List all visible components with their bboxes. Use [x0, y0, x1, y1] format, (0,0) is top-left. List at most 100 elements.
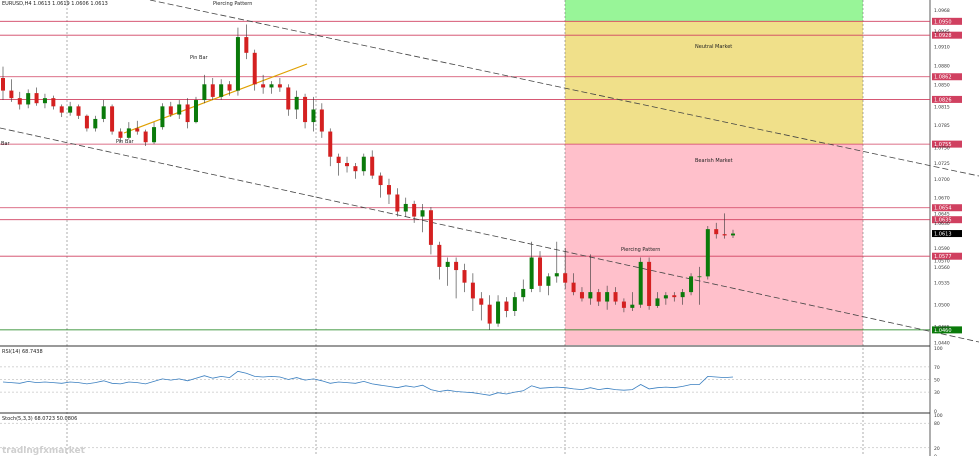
rsi-pane: 100 70 50 30 0	[0, 346, 943, 415]
candle-body-6	[51, 98, 56, 107]
candles	[1, 24, 735, 330]
candle-body-47	[395, 194, 400, 212]
candle-body-26	[219, 84, 224, 97]
rsi-tick-1: 70	[934, 365, 940, 371]
watermark: tradingfxmarket	[2, 446, 85, 456]
rsi-tick-2: 50	[934, 378, 940, 384]
price-tick-14: 1.0590	[934, 246, 950, 252]
candle-body-4	[34, 93, 39, 104]
piercing-pattern-bottom-label: Piercing Pattern	[621, 247, 661, 253]
candle-body-20	[168, 106, 173, 115]
candle-body-44	[370, 156, 375, 176]
candle-body-10	[84, 115, 89, 129]
piercing-pattern-top-label: Piercing Pattern	[213, 1, 253, 7]
price-tick-0: 1.0968	[934, 8, 950, 14]
level-tag-2	[932, 73, 962, 81]
level-tag-4	[932, 140, 962, 148]
level-tag-6	[932, 216, 962, 224]
candle-body-49	[412, 203, 417, 217]
price-tick-1: 1.0935	[934, 29, 950, 35]
candle-body-61	[512, 297, 517, 311]
candle-body-54	[454, 261, 459, 271]
candle-body-84	[705, 229, 710, 277]
candle-body-38	[319, 109, 324, 132]
candle-body-65	[546, 276, 551, 286]
candle-body-46	[386, 185, 391, 195]
neutral-zone	[565, 21, 863, 145]
candle-body-52	[437, 244, 442, 267]
candle-body-2	[17, 98, 22, 105]
price-tick-6: 1.0785	[934, 123, 950, 129]
level-tag-8	[932, 326, 962, 334]
candle-body-0	[1, 78, 5, 91]
price-tick-2: 1.0910	[934, 45, 950, 51]
candle-body-19	[160, 106, 165, 128]
pin-bar-left-label: Bar	[1, 141, 10, 147]
rsi-tick-4: 0	[934, 409, 937, 415]
price-tick-15: 1.0570	[934, 259, 950, 265]
candle-body-87	[731, 233, 735, 236]
candle-body-55	[462, 270, 467, 283]
bullish-zone	[565, 0, 863, 22]
candle-body-81	[680, 292, 685, 298]
candle-body-8	[68, 106, 73, 113]
candle-body-85	[714, 229, 719, 235]
support-line	[123, 63, 308, 134]
candle-body-72	[605, 292, 610, 302]
stoch-tick-0: 100	[934, 413, 943, 419]
rsi-title: RSI(14) 68.7438	[2, 349, 43, 355]
level-tag-text-0: 1.0950	[934, 19, 952, 25]
candle-body-31	[261, 84, 266, 88]
candle-body-69	[579, 292, 584, 299]
level-tag-text-7: 1.0577	[934, 254, 952, 260]
candle-body-83	[697, 276, 702, 278]
stoch-tick-1: 80	[934, 421, 940, 427]
candle-body-3	[26, 93, 31, 105]
candle-body-56	[470, 282, 475, 299]
pin-bar-bottom-label: Pin Bar	[116, 139, 134, 145]
level-tag-text-6: 1.0635	[934, 218, 952, 224]
price-tick-3: 1.0880	[934, 63, 950, 69]
level-tag-text-2: 1.0862	[934, 75, 952, 81]
candle-body-41	[345, 163, 350, 167]
candle-body-86	[722, 234, 727, 236]
candle-body-59	[496, 301, 501, 324]
price-tick-7: 1.0750	[934, 145, 950, 151]
candle-body-58	[487, 304, 492, 324]
price-tick-10: 1.0670	[934, 196, 950, 202]
level-tag-text-1: 1.0928	[934, 33, 952, 39]
price-tick-8: 1.0725	[934, 161, 950, 167]
level-tag-3	[932, 95, 962, 103]
candle-body-80	[672, 295, 677, 298]
candle-body-53	[445, 261, 450, 267]
candle-body-24	[202, 84, 207, 101]
stochastic-pane: 100 80 20 0	[0, 413, 943, 456]
candle-body-66	[554, 273, 559, 277]
bearish-zone	[565, 144, 863, 345]
price-tick-9: 1.0700	[934, 177, 950, 183]
candle-body-73	[613, 292, 618, 302]
price-tick-20: 1.0440	[934, 340, 950, 346]
price-tick-18: 1.0500	[934, 303, 950, 309]
candle-body-27	[227, 84, 232, 91]
candle-body-75	[630, 304, 635, 308]
candle-body-78	[655, 298, 660, 306]
stoch-title: Stoch(5,3,3) 68.0723 50.0806	[2, 416, 78, 422]
level-tag-5	[932, 204, 962, 212]
candle-body-63	[529, 257, 534, 289]
rsi-tick-0: 100	[934, 346, 943, 352]
trend-lines	[0, 0, 979, 343]
candle-body-76	[638, 261, 643, 305]
price-grid	[0, 0, 931, 456]
candle-body-30	[252, 52, 257, 85]
stoch-tick-2: 20	[934, 446, 940, 452]
price-tick-12: 1.0630	[934, 221, 950, 227]
candle-body-57	[479, 298, 484, 305]
candle-body-42	[353, 166, 358, 172]
candle-body-16	[135, 128, 140, 132]
candle-body-51	[428, 210, 433, 245]
price-tick-11: 1.0645	[934, 211, 950, 217]
level-tag-7	[932, 252, 962, 260]
candle-body-36	[303, 96, 308, 123]
